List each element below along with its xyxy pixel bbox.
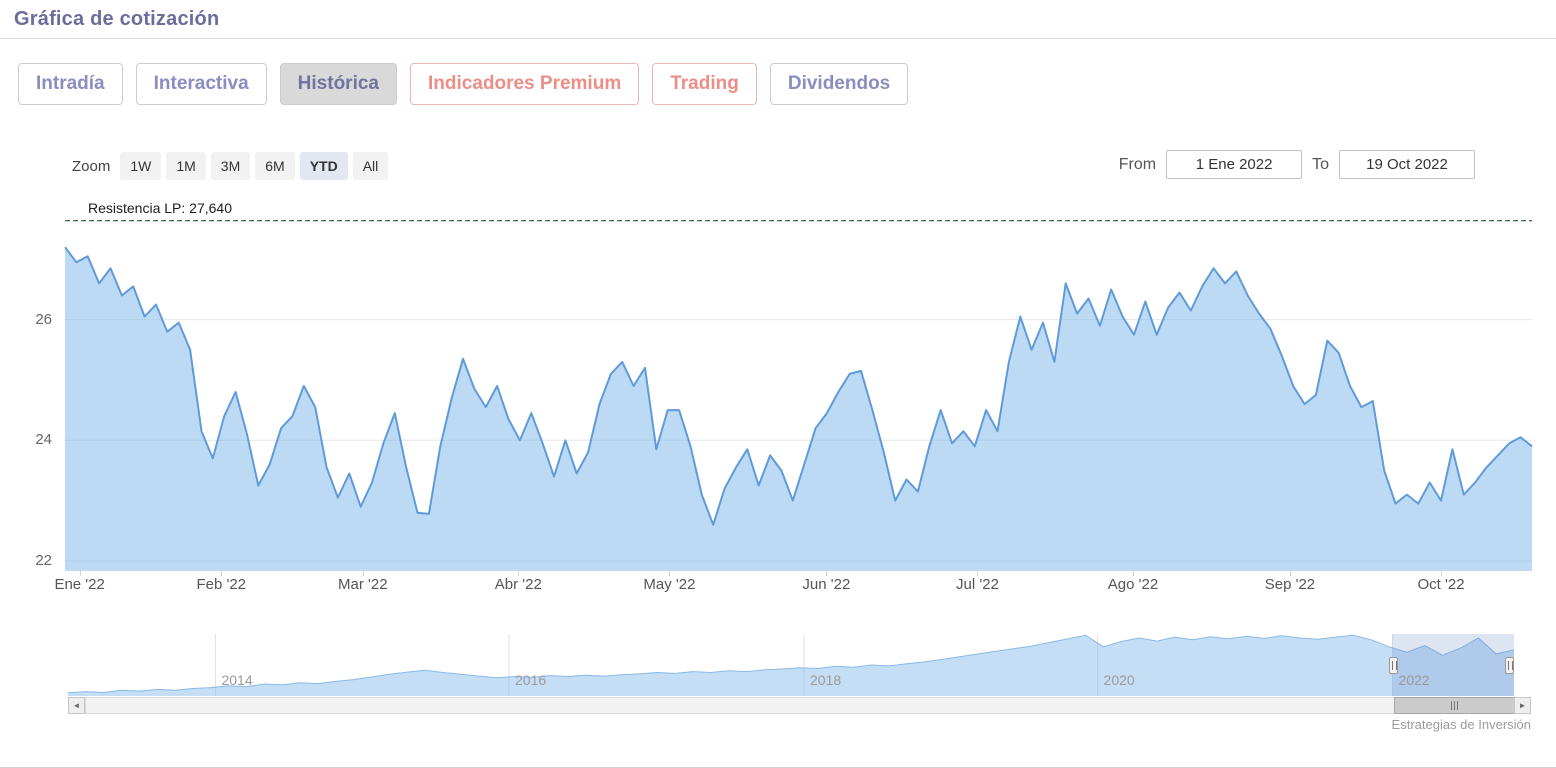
zoom-buttons: 1W 1M 3M 6M YTD All	[120, 152, 393, 180]
x-axis-tick	[1441, 570, 1443, 576]
x-axis-line	[65, 570, 1532, 571]
to-label: To	[1312, 155, 1329, 173]
x-axis-label: Sep '22	[1264, 576, 1316, 593]
navigator-year-label: 2020	[1103, 672, 1135, 688]
y-axis-label: 24	[35, 431, 52, 449]
navigator-year-label: 2018	[810, 672, 842, 688]
tab-intradia[interactable]: Intradía	[18, 63, 123, 105]
tab-trading[interactable]: Trading	[652, 63, 757, 105]
title-divider	[0, 38, 1556, 39]
x-axis-tick	[1289, 570, 1291, 576]
navigator-year-label: 2016	[515, 672, 547, 688]
zoom-range-3m[interactable]: 3M	[210, 152, 251, 180]
chart-tabs: Intradía Interactiva Histórica Indicadores …	[18, 63, 909, 105]
scrollbar-left-arrow-icon[interactable]: ◄	[68, 697, 85, 714]
navigator-year-label: 2014	[221, 672, 253, 688]
scrollbar-grip-icon	[1453, 701, 1455, 710]
x-axis-label: Oct '22	[1417, 576, 1465, 593]
x-axis-tick	[79, 570, 81, 576]
tab-interactiva[interactable]: Interactiva	[135, 63, 267, 105]
price-chart[interactable]	[64, 205, 1533, 570]
page-title: Gráfica de cotización	[14, 8, 220, 30]
x-axis-label: Feb '22	[196, 576, 247, 593]
zoom-range-1w[interactable]: 1W	[120, 152, 162, 180]
y-axis-label: 26	[35, 310, 52, 328]
zoom-range-1m[interactable]: 1M	[166, 152, 206, 180]
x-axis-tick	[362, 570, 364, 576]
tab-indicadores-premium[interactable]: Indicadores Premium	[409, 63, 640, 105]
navigator-chart[interactable]	[68, 634, 1514, 696]
x-axis-label: Ene '22	[54, 576, 105, 593]
zoom-range-all[interactable]: All	[352, 152, 389, 180]
x-axis-tick	[221, 570, 223, 576]
credit-text: Estrategias de Inversión	[1391, 717, 1531, 732]
navigator-year-label: 2022	[1398, 672, 1430, 688]
x-axis-label: Abr '22	[494, 576, 542, 593]
x-axis-tick	[1132, 570, 1134, 576]
x-axis-label: Mar '22	[338, 576, 388, 593]
x-axis-label: Jun '22	[802, 576, 851, 593]
range-selector: Zoom 1W 1M 3M 6M YTD All	[72, 152, 393, 180]
tab-historica[interactable]: Histórica	[279, 63, 397, 105]
x-axis-tick	[518, 570, 520, 576]
date-range: From To	[1119, 150, 1475, 179]
navigator-right-handle[interactable]	[1505, 656, 1514, 674]
to-date-input[interactable]	[1339, 150, 1475, 179]
scrollbar-track[interactable]	[85, 697, 1515, 714]
x-axis-tick	[669, 570, 671, 576]
zoom-range-6m[interactable]: 6M	[255, 152, 295, 180]
from-date-input[interactable]	[1166, 150, 1303, 179]
x-axis-label: May '22	[643, 576, 696, 593]
x-axis-label: Ago '22	[1107, 576, 1159, 593]
x-axis-tick	[977, 570, 979, 576]
scrollbar-right-arrow-icon[interactable]: ►	[1514, 697, 1531, 714]
y-axis-label: 22	[35, 551, 52, 569]
scrollbar-thumb[interactable]	[1393, 697, 1515, 714]
x-axis-label: Jul '22	[956, 576, 999, 593]
x-axis-tick	[826, 570, 828, 576]
zoom-range-ytd[interactable]: YTD	[299, 152, 348, 180]
zoom-label: Zoom	[72, 157, 111, 175]
navigator-left-handle[interactable]	[1388, 656, 1398, 674]
from-label: From	[1118, 155, 1157, 173]
tab-dividendos[interactable]: Dividendos	[769, 63, 909, 105]
resistance-annotation: Resistencia LP: 27,640	[88, 199, 232, 216]
